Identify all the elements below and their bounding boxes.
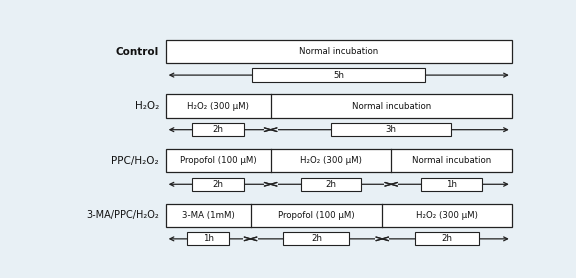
Text: 3-MA/PPC/H₂O₂: 3-MA/PPC/H₂O₂ (86, 210, 159, 220)
Bar (283, 232, 349, 245)
Text: H₂O₂ (300 μM): H₂O₂ (300 μM) (187, 102, 249, 111)
Bar (166, 40, 511, 63)
Bar (375, 237, 389, 241)
Bar (166, 203, 511, 227)
Bar (301, 178, 361, 191)
Text: Control: Control (116, 46, 159, 56)
Text: 3-MA (1mM): 3-MA (1mM) (182, 211, 234, 220)
Bar (263, 128, 278, 132)
Text: 1h: 1h (203, 234, 214, 243)
Text: 3h: 3h (386, 125, 397, 134)
Bar (384, 182, 399, 186)
Text: 5h: 5h (334, 71, 344, 80)
Bar (331, 123, 452, 136)
Bar (192, 178, 244, 191)
Bar (252, 68, 425, 82)
Text: H₂O₂ (300 μM): H₂O₂ (300 μM) (300, 156, 362, 165)
Bar (263, 182, 278, 186)
Text: Propofol (100 μM): Propofol (100 μM) (180, 156, 256, 165)
Text: 2h: 2h (311, 234, 322, 243)
Text: Propofol (100 μM): Propofol (100 μM) (278, 211, 355, 220)
Text: 2h: 2h (213, 180, 223, 189)
Bar (192, 123, 244, 136)
Text: 1h: 1h (446, 180, 457, 189)
Text: Normal incubation: Normal incubation (299, 47, 378, 56)
Bar (166, 149, 511, 172)
Text: 2h: 2h (213, 125, 223, 134)
Text: H₂O₂ (300 μM): H₂O₂ (300 μM) (416, 211, 478, 220)
Text: Normal incubation: Normal incubation (412, 156, 491, 165)
Text: 2h: 2h (441, 234, 453, 243)
Text: 2h: 2h (325, 180, 336, 189)
Bar (421, 178, 482, 191)
Text: Normal incubation: Normal incubation (351, 102, 431, 111)
Bar (187, 232, 229, 245)
Text: PPC/H₂O₂: PPC/H₂O₂ (111, 156, 159, 166)
Bar (415, 232, 479, 245)
Bar (166, 94, 511, 118)
Text: H₂O₂: H₂O₂ (135, 101, 159, 111)
Bar (244, 237, 257, 241)
